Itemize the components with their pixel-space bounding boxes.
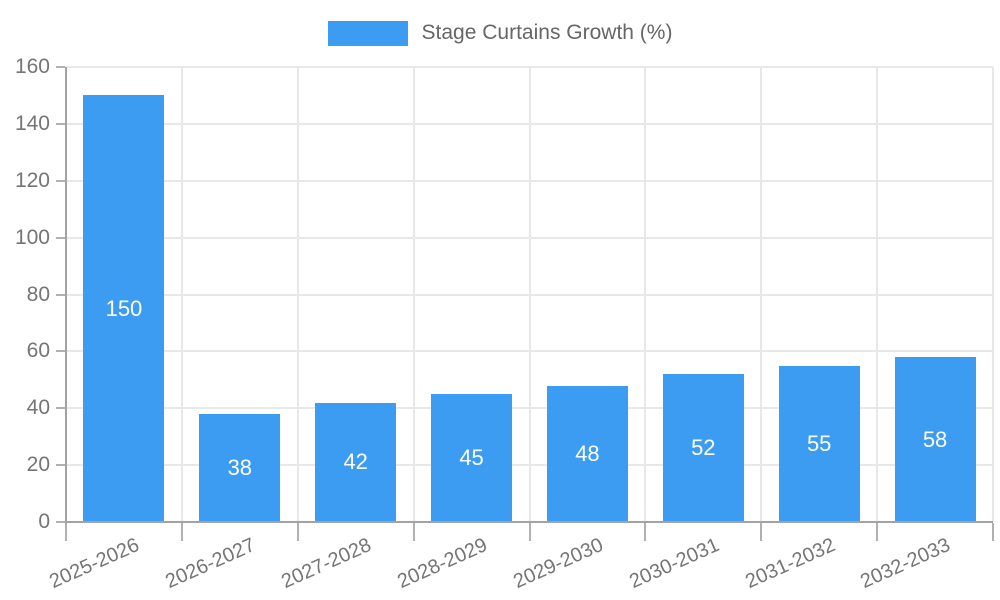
bar: [431, 394, 512, 522]
bar: [895, 357, 976, 522]
bar: [779, 365, 860, 522]
legend-color-swatch: [327, 20, 408, 46]
bar: [199, 413, 280, 522]
bar-value-label: 150: [105, 295, 143, 321]
y-tick: [56, 236, 65, 239]
y-axis-line: [65, 67, 67, 524]
v-gridline: [528, 67, 531, 522]
y-tick: [56, 521, 65, 523]
bar-value-label: 52: [691, 435, 716, 461]
y-tick-label: 160: [14, 55, 50, 78]
y-tick-label: 80: [26, 282, 50, 306]
bar-value-label: 55: [806, 430, 832, 456]
y-tick: [56, 66, 65, 68]
x-tick-label: 2027-2028: [278, 534, 375, 594]
y-tick-label: 20: [26, 453, 50, 477]
y-tick: [56, 179, 65, 182]
x-tick: [644, 523, 647, 541]
x-axis-line: [66, 521, 993, 523]
v-gridline: [992, 67, 994, 522]
bar: [315, 402, 396, 522]
v-gridline: [180, 67, 183, 522]
v-gridline: [876, 67, 879, 522]
x-tick: [528, 523, 531, 541]
x-tick-label: 2026-2027: [162, 534, 259, 594]
x-tick-label: 2032-2033: [857, 534, 955, 594]
bar-value-label: 45: [459, 445, 484, 471]
v-gridline: [296, 67, 299, 522]
y-tick-label: 40: [26, 396, 50, 420]
y-tick: [56, 122, 65, 125]
x-tick: [296, 523, 299, 541]
y-tick: [56, 407, 65, 410]
bar-value-label: 48: [575, 440, 600, 466]
y-tick: [56, 293, 65, 296]
x-tick-label: 2028-2029: [394, 534, 491, 594]
bar: [663, 374, 744, 522]
x-tick-label: 2025-2026: [46, 534, 143, 594]
x-tick: [65, 523, 67, 541]
y-tick-label: 100: [14, 225, 50, 249]
bar-value-label: 42: [343, 449, 368, 475]
x-tick: [760, 523, 763, 541]
y-tick-label: 140: [14, 111, 50, 135]
x-tick: [412, 523, 415, 541]
x-tick-label: 2031-2032: [741, 534, 839, 594]
bar: [83, 95, 164, 522]
y-tick-label: 120: [14, 168, 50, 192]
x-tick-label: 2029-2030: [510, 534, 607, 594]
x-tick: [876, 523, 879, 541]
v-gridline: [760, 67, 763, 522]
bar-value-label: 38: [227, 454, 253, 480]
x-tick-label: 2030-2031: [625, 534, 723, 594]
legend-label: Stage Curtains Growth (%): [421, 21, 673, 44]
bar-value-label: 58: [922, 426, 948, 452]
v-gridline: [412, 67, 415, 522]
v-gridline: [644, 67, 647, 522]
x-tick: [180, 523, 183, 541]
bar: [547, 385, 628, 522]
y-tick: [56, 464, 65, 467]
y-tick: [56, 350, 65, 353]
x-tick: [992, 523, 994, 541]
chart-legend-item[interactable]: Stage Curtains Growth (%): [0, 18, 1000, 48]
y-tick-label: 0: [38, 510, 50, 533]
y-tick-label: 60: [26, 339, 50, 363]
